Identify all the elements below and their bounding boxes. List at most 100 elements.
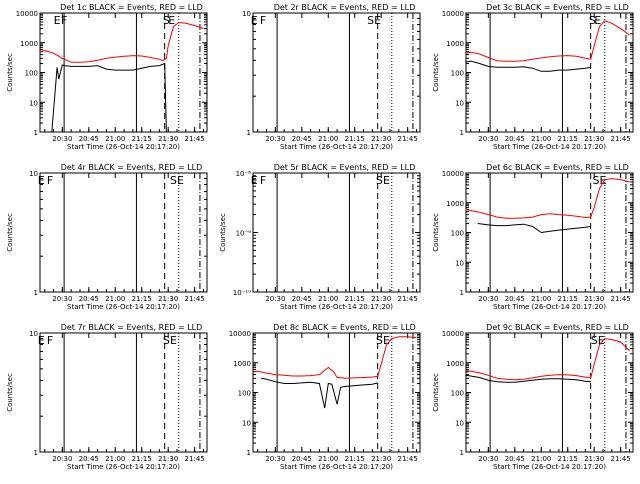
y-tick-label: 10000 — [442, 10, 464, 18]
panel-title: Det 5r BLACK = Events, RED = LLD — [274, 163, 416, 172]
event-marker-label: S — [170, 174, 177, 187]
detector-panel: Det 5r BLACK = Events, RED = LLD 10⁻¹⁰ 10⁻… — [219, 163, 421, 311]
detector-panel: Det 1c BLACK = Events, RED = LLD 1 10 100 10… — [6, 3, 208, 151]
y-tick-label: 1000 — [233, 360, 251, 368]
y-tick-label: 10 — [455, 99, 464, 107]
x-tick-label: 20:45 — [79, 295, 99, 303]
x-tick-label: 21:00 — [318, 455, 338, 463]
x-tick-label: 21:15 — [132, 135, 152, 143]
event-marker-label: E — [383, 334, 390, 347]
x-axis-label: Start Time (26-Oct-14 20:17:20) — [280, 303, 393, 311]
series-line-events — [261, 377, 378, 409]
plot-frame — [39, 332, 208, 453]
x-tick-label: 20:30 — [52, 455, 72, 463]
y-tick-label: 10⁻¹⁰ — [233, 289, 251, 297]
x-tick-label: 20:30 — [478, 295, 498, 303]
detector-panel: Det 2r BLACK = Events, RED = LLD 1 10 20:30… — [242, 3, 421, 151]
event-marker-label: E — [38, 174, 45, 187]
y-axis-label: Counts/sec — [6, 213, 14, 252]
series-line-lld — [465, 178, 630, 219]
x-axis-label: Start Time (26-Oct-14 20:17:20) — [280, 463, 393, 471]
x-tick-label: 20:45 — [505, 455, 525, 463]
x-tick-label: 21:00 — [105, 455, 125, 463]
series-line-events — [465, 60, 591, 72]
y-axis-label: Counts/sec — [6, 373, 14, 412]
event-marker-label: E — [374, 14, 381, 27]
plot-frame — [252, 332, 421, 453]
event-marker-label: E — [251, 14, 258, 27]
y-tick-label: 1 — [34, 289, 38, 297]
detector-panel: Det 8c BLACK = Events, RED = LLD 1 10 100 10… — [229, 323, 421, 471]
x-tick-label: 21:00 — [531, 455, 551, 463]
y-tick-label: 10⁻⁹ — [236, 230, 252, 238]
y-tick-label: 100 — [25, 70, 38, 78]
event-marker-label: F — [260, 174, 266, 187]
detector-panel: Det 6c BLACK = Events, RED = LLD 1 10 100 10… — [432, 163, 634, 311]
panel-title: Det 2r BLACK = Events, RED = LLD — [274, 3, 416, 12]
x-tick-label: 21:15 — [558, 135, 578, 143]
y-tick-label: 10 — [29, 99, 38, 107]
plot-frame — [39, 12, 208, 133]
x-tick-label: 21:30 — [371, 135, 391, 143]
detector-panel: Det 4r BLACK = Events, RED = LLD 1 10 Count… — [6, 163, 208, 311]
y-tick-label: 10⁻⁸ — [236, 170, 252, 178]
y-tick-label: 10 — [29, 170, 38, 178]
event-marker-label: F — [47, 174, 53, 187]
y-tick-label: 10 — [455, 419, 464, 427]
x-tick-label: 21:00 — [318, 295, 338, 303]
event-marker-label: E — [383, 174, 390, 187]
y-tick-label: 100 — [451, 390, 464, 398]
detector-panel: Det 3c BLACK = Events, RED = LLD 1 10 100 10… — [432, 3, 634, 151]
event-marker-label: E — [177, 174, 184, 187]
event-marker-label: S — [589, 14, 596, 27]
x-tick-label: 21:45 — [398, 295, 418, 303]
y-tick-label: 1 — [34, 449, 38, 457]
x-tick-label: 21:45 — [185, 455, 205, 463]
y-tick-label: 10 — [242, 10, 251, 18]
plot-frame — [465, 12, 634, 133]
x-tick-label: 20:30 — [265, 135, 285, 143]
x-tick-label: 21:00 — [531, 135, 551, 143]
event-marker-label: E — [251, 174, 258, 187]
y-tick-label: 1 — [460, 289, 464, 297]
series-line-lld — [465, 338, 630, 381]
detector-panel: Det 7r BLACK = Events, RED = LLD 1 10 Count… — [6, 323, 208, 471]
x-tick-label: 20:45 — [505, 295, 525, 303]
x-tick-label: 20:30 — [478, 135, 498, 143]
y-axis-label: Counts/sec — [432, 53, 440, 92]
y-tick-label: 10000 — [442, 170, 464, 178]
panel-title: Det 4r BLACK = Events, RED = LLD — [61, 163, 203, 172]
plot-frame — [252, 12, 421, 133]
x-tick-label: 21:15 — [345, 455, 365, 463]
x-tick-label: 21:30 — [158, 455, 178, 463]
x-tick-label: 20:30 — [478, 455, 498, 463]
panel-title: Det 7r BLACK = Events, RED = LLD — [61, 323, 203, 332]
detector-panel: Det 9c BLACK = Events, RED = LLD 1 10 100 10… — [432, 323, 634, 471]
series-line-lld — [465, 20, 630, 62]
x-tick-label: 21:45 — [398, 135, 418, 143]
y-tick-label: 1 — [460, 449, 464, 457]
x-tick-label: 21:00 — [318, 135, 338, 143]
x-tick-label: 20:45 — [79, 135, 99, 143]
x-tick-label: 21:30 — [584, 455, 604, 463]
event-marker-label: E — [170, 334, 177, 347]
x-tick-label: 21:45 — [611, 135, 631, 143]
event-marker-label: E — [598, 334, 605, 347]
series-line-events — [44, 62, 204, 133]
y-tick-label: 10000 — [16, 10, 38, 18]
series-line-lld — [252, 336, 417, 379]
y-axis-label: Counts/sec — [432, 373, 440, 412]
x-tick-label: 21:30 — [158, 135, 178, 143]
event-marker-label: S — [163, 334, 170, 347]
x-tick-label: 20:45 — [292, 295, 312, 303]
x-tick-label: 21:15 — [558, 295, 578, 303]
panel-title: Det 8c BLACK = Events, RED = LLD — [273, 323, 416, 332]
plot-frame — [252, 172, 421, 293]
x-tick-label: 20:45 — [505, 135, 525, 143]
plot-frame — [465, 172, 634, 293]
event-marker-label: S — [163, 14, 170, 27]
x-tick-label: 21:00 — [531, 295, 551, 303]
x-tick-label: 21:30 — [584, 295, 604, 303]
event-marker-label: S — [376, 174, 383, 187]
